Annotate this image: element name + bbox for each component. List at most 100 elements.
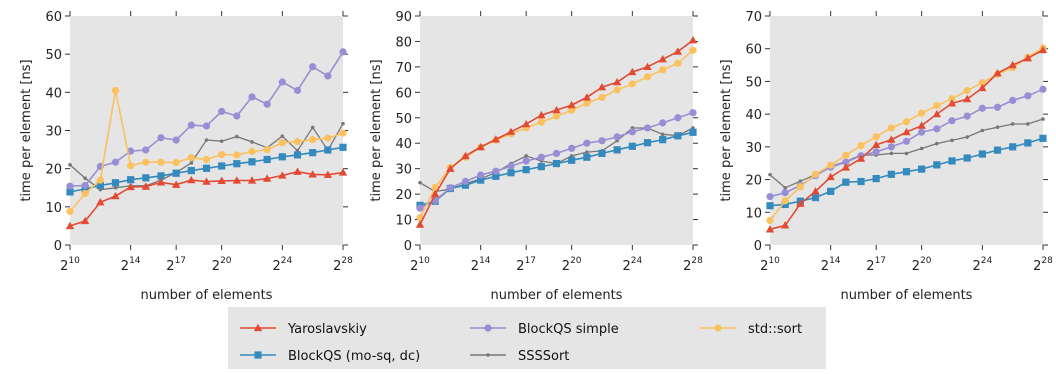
data-point [263, 145, 271, 154]
data-point [963, 86, 971, 95]
data-point [248, 147, 256, 156]
x-axis-label: number of elements [141, 288, 273, 303]
data-point [780, 221, 790, 229]
data-point [278, 139, 286, 147]
data-point [552, 112, 561, 120]
y-tick-label: 20 [45, 163, 62, 178]
data-point [689, 46, 697, 54]
data-point [902, 127, 911, 136]
data-point [628, 142, 636, 150]
data-point [280, 134, 285, 139]
data-point [962, 94, 972, 103]
data-point [521, 119, 531, 128]
data-point [673, 47, 683, 55]
data-point [446, 184, 454, 192]
data-point [446, 164, 455, 172]
y-axis-label: time per element [ns] [369, 59, 384, 201]
data-point [309, 149, 317, 157]
data-point [187, 121, 195, 129]
data-point [202, 164, 211, 172]
data-point [689, 128, 697, 136]
data-point [857, 177, 865, 186]
data-point [1009, 143, 1017, 151]
y-tick-label: 40 [395, 137, 412, 152]
series-yaroslavskiy [765, 45, 1048, 233]
legend-marker [714, 324, 722, 332]
y-tick-label: 10 [745, 206, 762, 221]
data-point [660, 132, 665, 137]
data-point [309, 136, 317, 144]
data-point [766, 202, 774, 210]
data-point [933, 125, 941, 133]
data-point [643, 73, 652, 81]
data-point [202, 155, 211, 164]
data-point [65, 221, 75, 230]
data-point [643, 139, 652, 147]
data-point [659, 119, 667, 127]
data-point [598, 149, 606, 157]
plot-area [70, 16, 343, 245]
data-point [978, 79, 986, 87]
data-point [187, 153, 195, 162]
data-point [781, 189, 789, 197]
data-point [157, 134, 165, 142]
legend-box [228, 307, 826, 369]
data-point [1009, 96, 1017, 105]
data-point [476, 142, 485, 151]
x-tick-label: 228 [1033, 256, 1053, 274]
data-point [293, 167, 302, 175]
data-point [492, 167, 500, 175]
data-point [766, 216, 774, 225]
data-point [811, 187, 820, 195]
series-blockqs-simple [66, 48, 347, 190]
x-tick-label: 220 [562, 256, 582, 274]
data-point [1039, 85, 1047, 93]
data-point [202, 122, 211, 130]
data-point [872, 133, 880, 141]
data-point [157, 158, 165, 166]
data-point [768, 172, 772, 177]
data-point [537, 118, 545, 126]
x-tick-label: 210 [760, 256, 780, 274]
y-tick-label: 30 [395, 163, 412, 178]
data-point [948, 95, 956, 103]
data-point [933, 161, 941, 169]
data-point [310, 125, 315, 130]
x-tick-label: 210 [410, 256, 430, 274]
data-point [430, 189, 440, 198]
data-point [81, 189, 89, 198]
data-point [522, 166, 530, 174]
data-point [887, 135, 896, 143]
data-point [674, 59, 682, 67]
data-point [232, 176, 242, 184]
x-axis-label: number of elements [491, 288, 623, 303]
data-point [506, 127, 516, 135]
x-tick-label: 228 [683, 256, 703, 274]
data-point [233, 112, 241, 120]
data-point [842, 151, 850, 159]
data-point [187, 166, 195, 175]
data-point [218, 150, 226, 159]
data-point [827, 161, 835, 169]
data-point [66, 182, 74, 190]
x-tick-label: 217 [166, 256, 186, 274]
data-point [688, 35, 698, 44]
data-point [1024, 139, 1032, 147]
y-tick-label: 50 [745, 75, 762, 90]
data-point [522, 157, 530, 165]
data-point [811, 193, 820, 202]
data-point [127, 162, 135, 170]
data-point [965, 135, 969, 139]
data-point [918, 128, 926, 136]
data-point [217, 176, 226, 185]
y-tick-label: 10 [395, 214, 412, 229]
data-point [583, 153, 591, 161]
data-point [917, 121, 926, 129]
legend-marker [486, 353, 490, 357]
data-point [113, 185, 118, 190]
data-point [980, 128, 985, 133]
data-point [796, 183, 804, 191]
data-point [628, 80, 636, 88]
data-point [963, 154, 971, 162]
x-tick-label: 220 [212, 256, 232, 274]
